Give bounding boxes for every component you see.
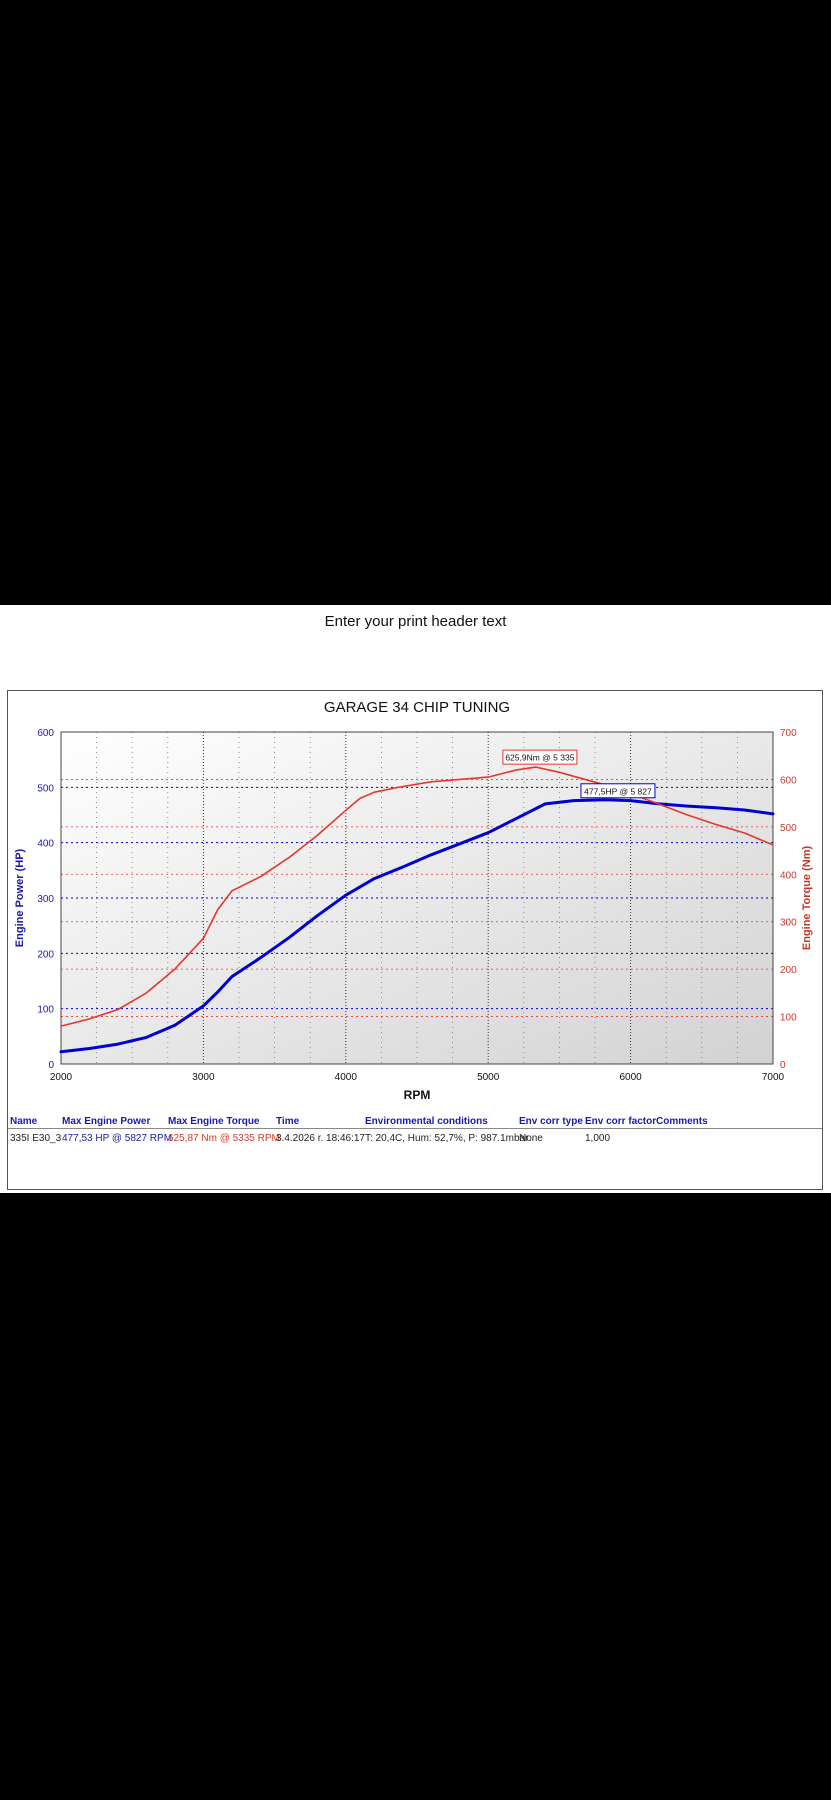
table-cell-max-power: 477,53 HP @ 5827 RPM	[62, 1133, 173, 1144]
y2-tick-label: 700	[780, 728, 797, 739]
y-tick-label: 400	[37, 839, 54, 850]
y2-tick-label: 200	[780, 965, 797, 976]
y-axis-label: Engine Power (HP)	[14, 848, 26, 947]
y-tick-label: 200	[37, 949, 54, 960]
table-header-max-torque: Max Engine Torque	[168, 1116, 260, 1127]
y2-tick-label: 0	[780, 1060, 786, 1071]
table-cell-name: 335I E30_3	[10, 1133, 62, 1144]
plot-border	[60, 731, 774, 1065]
power-series-line	[59, 798, 775, 1054]
print-sheet: Enter your print header text GARAGE 34 C…	[0, 605, 831, 1193]
x-tick-label: 3000	[192, 1072, 215, 1083]
annotation-box	[580, 783, 656, 799]
annotation-box	[502, 749, 578, 765]
table-cell-env-corr-factor: 1,000	[585, 1133, 611, 1144]
table-header-comments: Comments	[656, 1116, 708, 1127]
y-tick-label: 300	[37, 894, 54, 905]
annotation-label: 625,9Nm @ 5 335	[505, 753, 574, 763]
x-tick-label: 7000	[762, 1072, 785, 1083]
y-tick-label: 500	[37, 783, 54, 794]
y-tick-label: 100	[37, 1005, 54, 1016]
table-header-max-power: Max Engine Power	[62, 1116, 151, 1127]
y-tick-label: 600	[37, 728, 54, 739]
y2-tick-label: 400	[780, 870, 797, 881]
y2-tick-label: 300	[780, 918, 797, 929]
table-cell-env-corr-type: None	[519, 1133, 543, 1144]
x-tick-label: 2000	[50, 1072, 73, 1083]
annotation-label: 477,5HP @ 5 827	[584, 786, 652, 796]
x-tick-label: 4000	[335, 1072, 358, 1083]
table-divider	[8, 1128, 822, 1129]
table-cell-max-torque: 625,87 Nm @ 5335 RPM	[168, 1133, 280, 1144]
x-axis-label: RPM	[404, 1088, 431, 1102]
y-tick-label: 0	[48, 1060, 54, 1071]
y2-axis-label: Engine Torque (Nm)	[801, 846, 813, 951]
y2-tick-label: 100	[780, 1013, 797, 1024]
table-header-env-conditions: Environmental conditions	[365, 1116, 488, 1127]
chart-title: GARAGE 34 CHIP TUNING	[324, 699, 510, 716]
table-header-env-corr-type: Env corr type	[519, 1116, 583, 1127]
table-cell-env-conditions: T: 20,4C, Hum: 52,7%, P: 987.1mbar	[365, 1133, 529, 1144]
y2-tick-label: 600	[780, 775, 797, 786]
table-cell-time: 3.4.2026 r. 18:46:17	[276, 1133, 365, 1144]
table-header-name: Name	[10, 1116, 38, 1127]
x-tick-label: 5000	[477, 1072, 500, 1083]
y2-tick-label: 500	[780, 823, 797, 834]
table-header-env-corr-factor: Env corr factor	[585, 1116, 657, 1127]
table-header-time: Time	[276, 1116, 300, 1127]
print-header: Enter your print header text	[324, 613, 507, 630]
x-tick-label: 6000	[619, 1072, 642, 1083]
chart-frame: GARAGE 34 CHIP TUNING 2000 3000 4000 5000 600…	[7, 690, 823, 1190]
